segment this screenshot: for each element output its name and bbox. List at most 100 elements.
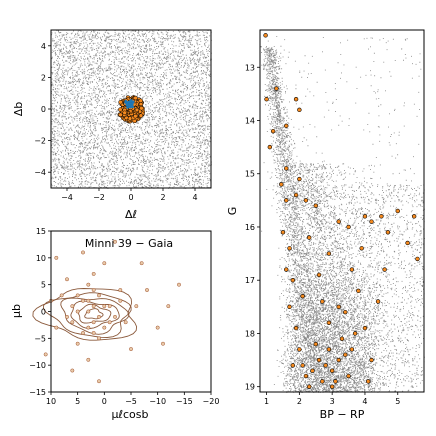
proper-motion-point <box>81 298 85 303</box>
cmd-member-point <box>411 214 417 219</box>
proper-motion-x-tick-label: 0 <box>102 397 107 406</box>
cmd-member-point <box>329 368 335 373</box>
cmd-member-point <box>320 299 325 304</box>
proper-motion-point <box>134 304 139 309</box>
proper-motion-point <box>75 293 80 298</box>
proper-motion-x-tick-label: −20 <box>203 397 220 406</box>
cmd-member-point <box>415 256 420 262</box>
sky-map-x-tick-label: 4 <box>192 193 197 202</box>
cmd-member-point <box>352 331 358 336</box>
cmd-member-point <box>320 379 325 384</box>
cmd-x-tick-label: 3 <box>330 397 335 406</box>
cmd-x-tick-label: 5 <box>395 397 400 406</box>
sky-map-core-point <box>129 99 133 103</box>
proper-motion-x-tick-label: −5 <box>125 397 137 406</box>
proper-motion-point <box>113 239 117 244</box>
cmd-member-point <box>313 203 318 208</box>
cmd-member-point <box>379 214 384 219</box>
sky-map-y-tick-label: 4 <box>41 42 46 51</box>
cmd-member-point <box>326 251 332 256</box>
proper-motion-point <box>145 288 149 292</box>
proper-motion-point <box>118 298 123 303</box>
proper-motion-y-label: μb <box>10 304 23 318</box>
cmd-member-point <box>369 357 374 363</box>
proper-motion-point <box>107 320 112 325</box>
cmd-x-label: BP − RP <box>320 408 365 421</box>
proper-motion-contours <box>32 288 138 341</box>
sky-map-x-tick-label: 2 <box>160 193 165 202</box>
sky-map-member-point <box>139 106 144 111</box>
cmd-member-point <box>316 272 322 278</box>
sky-map-member-point <box>138 113 144 118</box>
sky-map-y-tick-label: −4 <box>34 168 46 177</box>
proper-motion-contour <box>43 292 132 338</box>
proper-motion-frame <box>50 230 212 393</box>
sky-map-x-label: Δℓ <box>125 208 137 221</box>
proper-motion-point <box>65 314 69 319</box>
sky-map-y-tick-label: 0 <box>41 105 46 114</box>
cmd-member-point <box>284 267 289 272</box>
proper-motion-point <box>155 325 160 330</box>
cmd-x-tick-label: 4 <box>362 397 367 406</box>
cmd-member-point <box>336 219 341 224</box>
sky-map-x-tick-label: −4 <box>61 193 73 202</box>
cmd-member-point <box>290 278 295 283</box>
proper-motion-point <box>59 293 64 298</box>
proper-motion-title: Minni 39 − Gaia <box>85 237 173 250</box>
cmd-y-tick-label: 17 <box>245 276 255 285</box>
cmd-member-point <box>362 214 368 219</box>
proper-motion-point <box>43 352 48 357</box>
proper-motion-x-tick-label: 5 <box>75 397 80 406</box>
proper-motion-point <box>54 325 59 330</box>
cmd-y-tick-label: 18 <box>245 329 255 338</box>
proper-motion-point <box>161 341 165 346</box>
proper-motion-y-tick-label: −10 <box>29 361 46 370</box>
cmd-member-point <box>300 363 305 368</box>
sky-map-member-point <box>118 107 123 112</box>
cmd-member-point <box>284 166 289 171</box>
cmd-field-stars <box>260 36 425 393</box>
cmd-member-point <box>369 219 374 224</box>
proper-motion-x-tick-label: −15 <box>176 397 193 406</box>
cmd-member-point <box>263 33 268 38</box>
cmd-member-point <box>362 325 368 331</box>
cmd-member-point <box>382 267 387 272</box>
cmd-member-point <box>366 379 371 384</box>
proper-motion-point <box>97 314 101 319</box>
cmd-member-point <box>293 192 299 198</box>
cmd-ticks: 1 2 3 4 5 13 14 15 16 17 18 19 <box>245 63 400 406</box>
proper-motion-point <box>86 325 91 330</box>
sky-map-core-point <box>126 101 130 104</box>
cmd-member-point <box>346 224 351 230</box>
proper-motion-point <box>75 341 80 346</box>
cmd-y-tick-label: 19 <box>245 383 255 392</box>
proper-motion-point <box>177 282 181 287</box>
cmd-member-point <box>290 363 295 368</box>
cmd-member-point <box>284 123 289 129</box>
proper-motion-point <box>81 250 85 255</box>
proper-motion-y-tick-label: 15 <box>36 227 46 236</box>
cmd-y-tick-label: 16 <box>245 223 255 232</box>
sky-map-y-tick-label: −2 <box>34 137 46 146</box>
cmd-member-point <box>303 198 309 203</box>
cmd-member-point <box>300 293 305 299</box>
proper-motion-point <box>91 320 96 325</box>
proper-motion-point <box>123 320 128 325</box>
cmd-member-point <box>329 384 335 389</box>
proper-motion-point <box>91 331 96 335</box>
proper-motion-points <box>43 239 181 384</box>
cmd-member-point <box>333 379 338 384</box>
proper-motion-point <box>102 261 107 266</box>
cmd-member-point <box>297 347 302 352</box>
cmd-member-point <box>343 309 348 315</box>
proper-motion-point <box>86 282 91 287</box>
sky-map-core-point <box>125 103 129 107</box>
proper-motion-point <box>97 379 101 384</box>
cmd-member-point <box>287 246 292 251</box>
sky-map-x-tick-label: −2 <box>93 193 105 202</box>
cmd-member-point <box>359 246 364 251</box>
cmd-member-point <box>307 235 312 240</box>
proper-motion-point <box>86 357 91 362</box>
cmd-member-point <box>326 320 332 325</box>
proper-motion-point <box>139 261 144 266</box>
